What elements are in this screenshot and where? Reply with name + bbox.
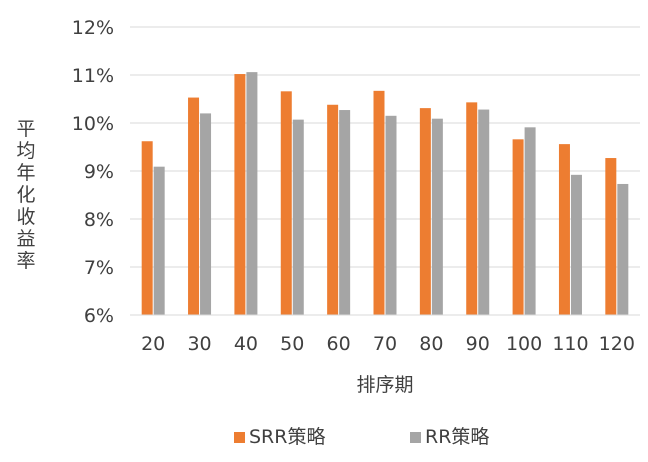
x-axis-title: 排序期 xyxy=(356,374,413,396)
y-axis-title-char: 年 xyxy=(16,162,35,184)
bar-srr-30 xyxy=(188,97,200,315)
bar-srr-40 xyxy=(234,74,246,315)
y-axis-title-char: 平 xyxy=(16,118,35,140)
bar-rr-60 xyxy=(339,110,351,315)
bar-srr-60 xyxy=(327,104,339,315)
bar-srr-100 xyxy=(512,139,524,315)
x-tick-label: 20 xyxy=(141,333,165,355)
x-tick-label: 90 xyxy=(466,333,490,355)
y-tick-label: 12% xyxy=(72,17,114,39)
y-axis-title-char: 化 xyxy=(16,184,35,206)
x-tick-label: 100 xyxy=(506,333,542,355)
y-axis-title-char: 均 xyxy=(16,140,35,162)
bar-srr-80 xyxy=(419,108,431,316)
legend-swatch-rr xyxy=(410,432,421,443)
y-axis-ticks: 6% 7% 8% 9% 10% 11% 12% xyxy=(72,17,114,327)
y-tick-label: 11% xyxy=(72,65,114,87)
x-tick-label: 80 xyxy=(419,333,443,355)
bar-srr-20 xyxy=(141,141,153,315)
bar-rr-30 xyxy=(200,113,212,316)
bars xyxy=(141,72,629,316)
x-tick-label: 30 xyxy=(187,333,211,355)
bar-rr-20 xyxy=(153,166,165,315)
y-tick-label: 10% xyxy=(72,113,114,135)
bar-rr-80 xyxy=(431,118,443,316)
bar-rr-100 xyxy=(524,127,536,315)
legend-label-srr: SRR策略 xyxy=(249,426,325,448)
bar-srr-110 xyxy=(558,144,570,315)
x-tick-label: 50 xyxy=(280,333,304,355)
y-axis-title-char: 益 xyxy=(16,228,35,250)
legend-swatch-srr xyxy=(234,432,245,443)
bar-rr-50 xyxy=(292,119,304,315)
bar-rr-90 xyxy=(478,109,490,315)
y-tick-label: 7% xyxy=(84,257,114,279)
bar-rr-40 xyxy=(246,72,258,316)
bar-srr-90 xyxy=(466,102,478,315)
y-axis-title-char: 率 xyxy=(16,250,35,272)
bar-srr-50 xyxy=(280,91,292,315)
y-tick-label: 8% xyxy=(84,209,114,231)
legend-label-rr: RR策略 xyxy=(425,426,489,448)
bar-srr-120 xyxy=(605,158,617,315)
x-tick-label: 70 xyxy=(373,333,397,355)
x-tick-label: 40 xyxy=(234,333,258,355)
legend: SRR策略 RR策略 xyxy=(234,426,489,448)
bar-rr-110 xyxy=(570,174,582,315)
y-tick-label: 9% xyxy=(84,161,114,183)
y-tick-label: 6% xyxy=(84,305,114,327)
bar-rr-70 xyxy=(385,115,397,315)
y-axis-title-char: 收 xyxy=(16,206,35,228)
x-axis-ticks: 20 30 40 50 60 70 80 90 100 110 120 xyxy=(141,333,635,355)
bar-srr-70 xyxy=(373,90,385,315)
bar-rr-120 xyxy=(617,183,629,315)
x-tick-label: 120 xyxy=(599,333,635,355)
x-tick-label: 60 xyxy=(327,333,351,355)
gridlines xyxy=(130,26,640,268)
x-tick-label: 110 xyxy=(552,333,588,355)
